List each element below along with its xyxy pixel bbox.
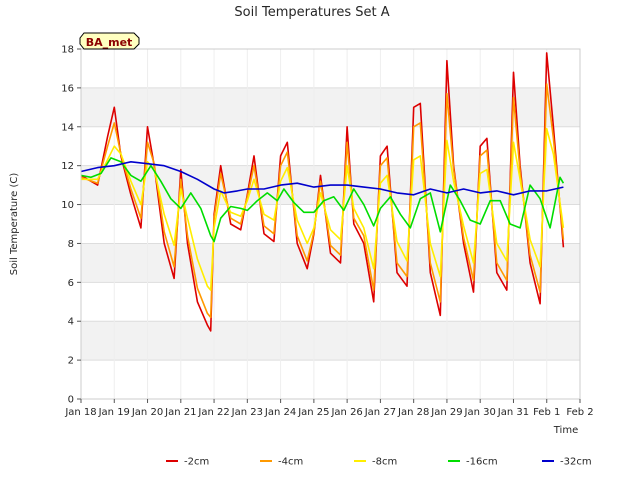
- series-line--16cm: [80, 157, 565, 243]
- y-tick-label: 10: [61, 200, 74, 211]
- x-tick-label: Jan 20: [131, 407, 163, 418]
- background-band: [81, 87, 580, 127]
- x-axis-label: Time: [553, 425, 578, 436]
- x-tick-label: Jan 21: [164, 407, 196, 418]
- y-tick-label: 2: [68, 356, 74, 367]
- y-tick-label: 0: [68, 395, 74, 406]
- legend: -2cm -4cm -8cm -16cm -32cm: [166, 457, 592, 468]
- plot-background-bands: [81, 87, 580, 361]
- x-tick-label: Jan 31: [497, 407, 529, 418]
- x-tick-label: Jan 27: [364, 407, 396, 418]
- series-lines: [80, 52, 565, 332]
- x-tick-label: Jan 18: [64, 407, 96, 418]
- station-badge-box: [79, 32, 140, 50]
- x-tick-label: Jan 23: [231, 407, 263, 418]
- y-tick-label: 18: [61, 45, 74, 56]
- series-line--32cm: [80, 161, 564, 196]
- legend-label: -16cm: [466, 457, 498, 468]
- legend-label: -8cm: [372, 457, 397, 468]
- y-tick-label: 4: [68, 317, 74, 328]
- x-tick-label: Jan 29: [430, 407, 462, 418]
- background-band: [81, 321, 580, 361]
- station-badge-text: BA_met: [86, 36, 133, 49]
- y-tick-label: 6: [68, 278, 74, 289]
- x-tick-label: Feb 1: [533, 407, 560, 418]
- y-tick-label: 12: [61, 161, 74, 172]
- legend-label: -32cm: [560, 457, 592, 468]
- x-tick-label: Jan 22: [197, 407, 229, 418]
- series-line--2cm: [80, 52, 565, 332]
- chart-title: Soil Temperatures Set A: [234, 5, 389, 20]
- y-tick-label: 14: [61, 122, 74, 133]
- y-axis-ticks: 0 2 4 6 8 10 12 14 16 18: [61, 45, 81, 406]
- x-tick-label: Jan 19: [98, 407, 130, 418]
- plot-frame: [80, 48, 581, 400]
- x-tick-label: Jan 24: [264, 407, 296, 418]
- series-line--8cm: [81, 127, 565, 291]
- y-tick-label: 16: [61, 83, 74, 94]
- x-tick-label: Jan 28: [397, 407, 429, 418]
- x-axis-ticks: Jan 18 Jan 19 Jan 20 Jan 21 Jan 22 Jan 23 Jan …: [64, 399, 594, 418]
- station-badge: BA_met: [79, 32, 140, 50]
- y-axis-label: Soil Temperature (C): [9, 173, 20, 276]
- x-tick-label: Feb 2: [566, 407, 593, 418]
- legend-label: -2cm: [184, 457, 209, 468]
- series-line--4cm: [80, 83, 565, 319]
- x-tick-label: Jan 25: [297, 407, 329, 418]
- x-tick-label: Jan 30: [464, 407, 496, 418]
- y-tick-label: 8: [68, 239, 74, 250]
- x-tick-label: Jan 26: [330, 407, 362, 418]
- legend-label: -4cm: [278, 457, 303, 468]
